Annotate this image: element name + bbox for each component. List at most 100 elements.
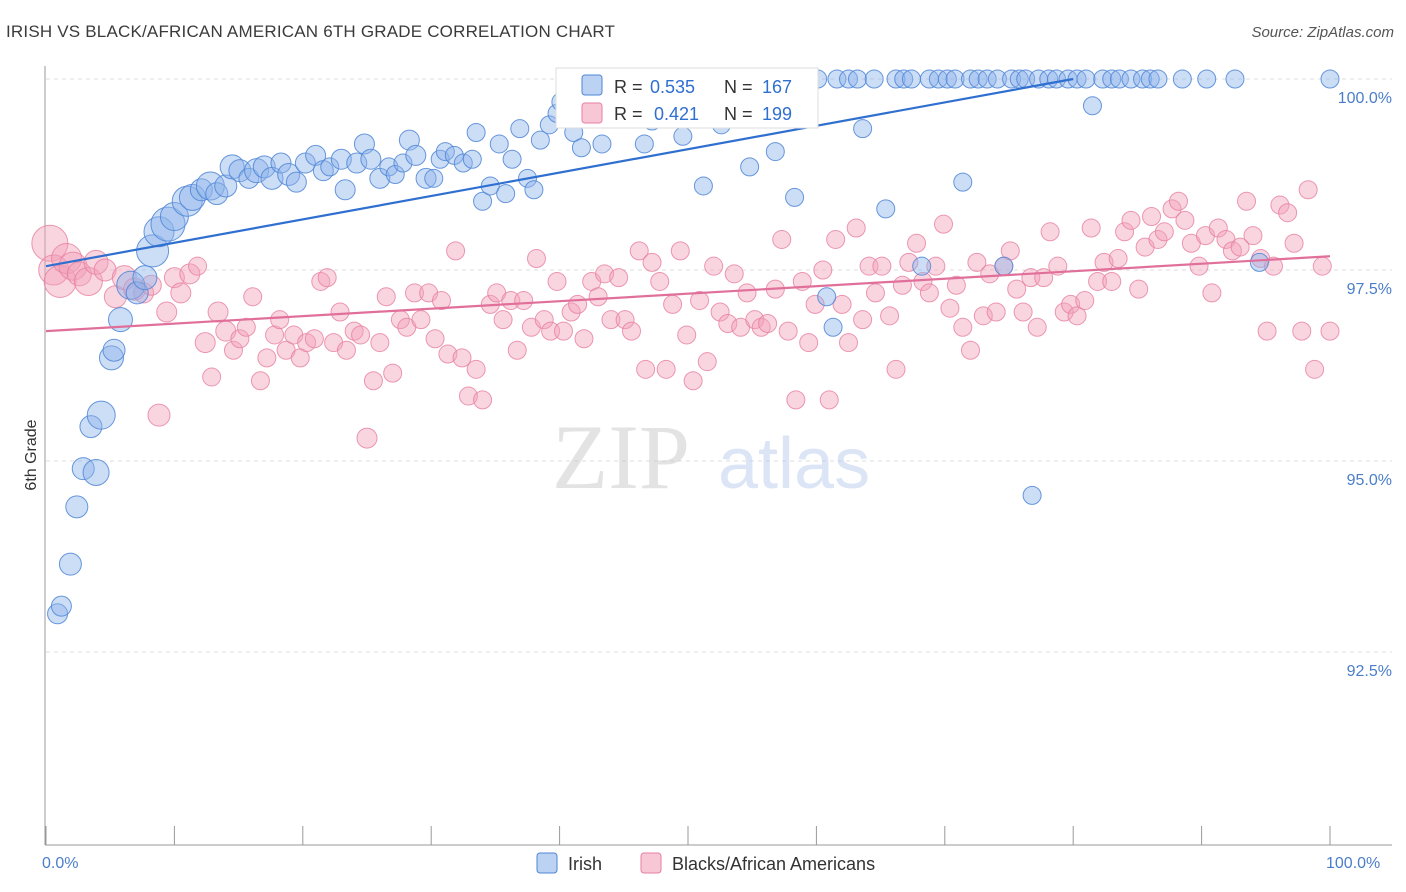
irish-point: [379, 157, 399, 177]
black-point: [832, 294, 852, 314]
irish-point: [405, 144, 427, 166]
black-point: [1292, 321, 1312, 341]
black-point: [865, 283, 885, 303]
irish-point: [102, 338, 126, 362]
black-point: [758, 313, 778, 333]
x-tick-labels: 0.0% 100.0%: [42, 855, 1380, 872]
black-point: [813, 260, 833, 280]
black-point: [1048, 256, 1068, 276]
black-point: [405, 283, 425, 303]
irish-point: [634, 134, 654, 154]
black-point: [514, 291, 534, 311]
black-point: [574, 329, 594, 349]
black-point: [1075, 291, 1095, 311]
black-point: [926, 256, 946, 276]
irish-point: [1133, 69, 1153, 89]
black-point: [1298, 180, 1318, 200]
black-point: [886, 359, 906, 379]
irish-point: [98, 345, 124, 371]
irish-point: [238, 167, 260, 189]
irish-point: [592, 134, 612, 154]
black-point: [1061, 294, 1081, 314]
y-tick-labels: 92.5% 95.0% 97.5% 100.0%: [1338, 90, 1392, 680]
legend-n-value-black: 199: [762, 104, 792, 124]
black-point: [967, 252, 987, 272]
irish-point: [1320, 69, 1340, 89]
black-point: [718, 313, 738, 333]
irish-point: [393, 153, 413, 173]
axes: [44, 66, 1392, 846]
black-point: [1243, 226, 1263, 246]
black-point: [1270, 195, 1290, 215]
irish-point: [205, 182, 229, 206]
black-point: [547, 271, 567, 291]
irish-point: [524, 180, 544, 200]
black-point: [473, 390, 493, 410]
black-point: [778, 321, 798, 341]
black-point: [892, 275, 912, 295]
irish-point: [693, 176, 713, 196]
black-point: [1040, 222, 1060, 242]
y-axis-title: 6th Grade: [23, 419, 40, 490]
series-legend: Irish Blacks/African Americans: [536, 852, 875, 874]
irish-point: [1148, 69, 1168, 89]
black-point: [356, 427, 378, 449]
black-point: [446, 241, 466, 261]
legend-r-value-irish: 0.535: [650, 77, 695, 97]
black-point: [230, 329, 250, 349]
black-point: [265, 325, 285, 345]
black-point: [1264, 256, 1284, 276]
irish-point: [1022, 485, 1042, 505]
irish-point: [937, 69, 957, 89]
black-point: [986, 302, 1006, 322]
black-point: [677, 325, 697, 345]
black-point: [786, 390, 806, 410]
irish-point: [785, 187, 805, 207]
black-point: [1168, 191, 1188, 211]
irish-point: [1082, 96, 1102, 116]
black-point: [670, 241, 690, 261]
black-point: [250, 371, 270, 391]
black-point: [93, 258, 117, 282]
irish-point: [864, 69, 884, 89]
black-trend-line: [45, 255, 1331, 333]
black-point: [629, 241, 649, 261]
black-point: [907, 233, 927, 253]
black-point: [1305, 359, 1325, 379]
black-point: [383, 363, 403, 383]
series-black-points: [31, 180, 1340, 449]
black-point: [431, 291, 451, 311]
irish-point: [79, 415, 103, 439]
black-point: [683, 371, 703, 391]
black-point: [1081, 218, 1101, 238]
black-point: [568, 294, 588, 314]
irish-point: [673, 126, 693, 146]
black-point: [1230, 237, 1250, 257]
irish-point: [1121, 69, 1141, 89]
black-point: [772, 229, 792, 249]
irish-point: [473, 191, 493, 211]
irish-point: [496, 184, 516, 204]
irish-point: [912, 256, 932, 276]
black-point: [934, 214, 954, 234]
irish-point: [817, 287, 837, 307]
irish-point: [360, 148, 382, 170]
x-tick-label-min: 0.0%: [42, 855, 78, 872]
black-point: [697, 352, 717, 372]
black-point: [846, 218, 866, 238]
black-point: [1320, 321, 1340, 341]
irish-point: [894, 69, 914, 89]
bottom-legend-label-black: Blacks/African Americans: [672, 854, 875, 874]
black-point: [1278, 203, 1298, 223]
watermark-zip: ZIP: [552, 406, 690, 508]
black-point: [304, 329, 324, 349]
y-tick-label: 100.0%: [1338, 90, 1392, 107]
irish-point: [847, 69, 867, 89]
chart-title: IRISH VS BLACK/AFRICAN AMERICAN 6TH GRAD…: [6, 22, 616, 41]
legend-n-label-irish: N =: [724, 77, 753, 97]
trend-lines: [45, 77, 1331, 333]
black-point: [1088, 271, 1108, 291]
black-point: [953, 317, 973, 337]
black-point: [1108, 249, 1128, 269]
black-point: [1007, 279, 1027, 299]
